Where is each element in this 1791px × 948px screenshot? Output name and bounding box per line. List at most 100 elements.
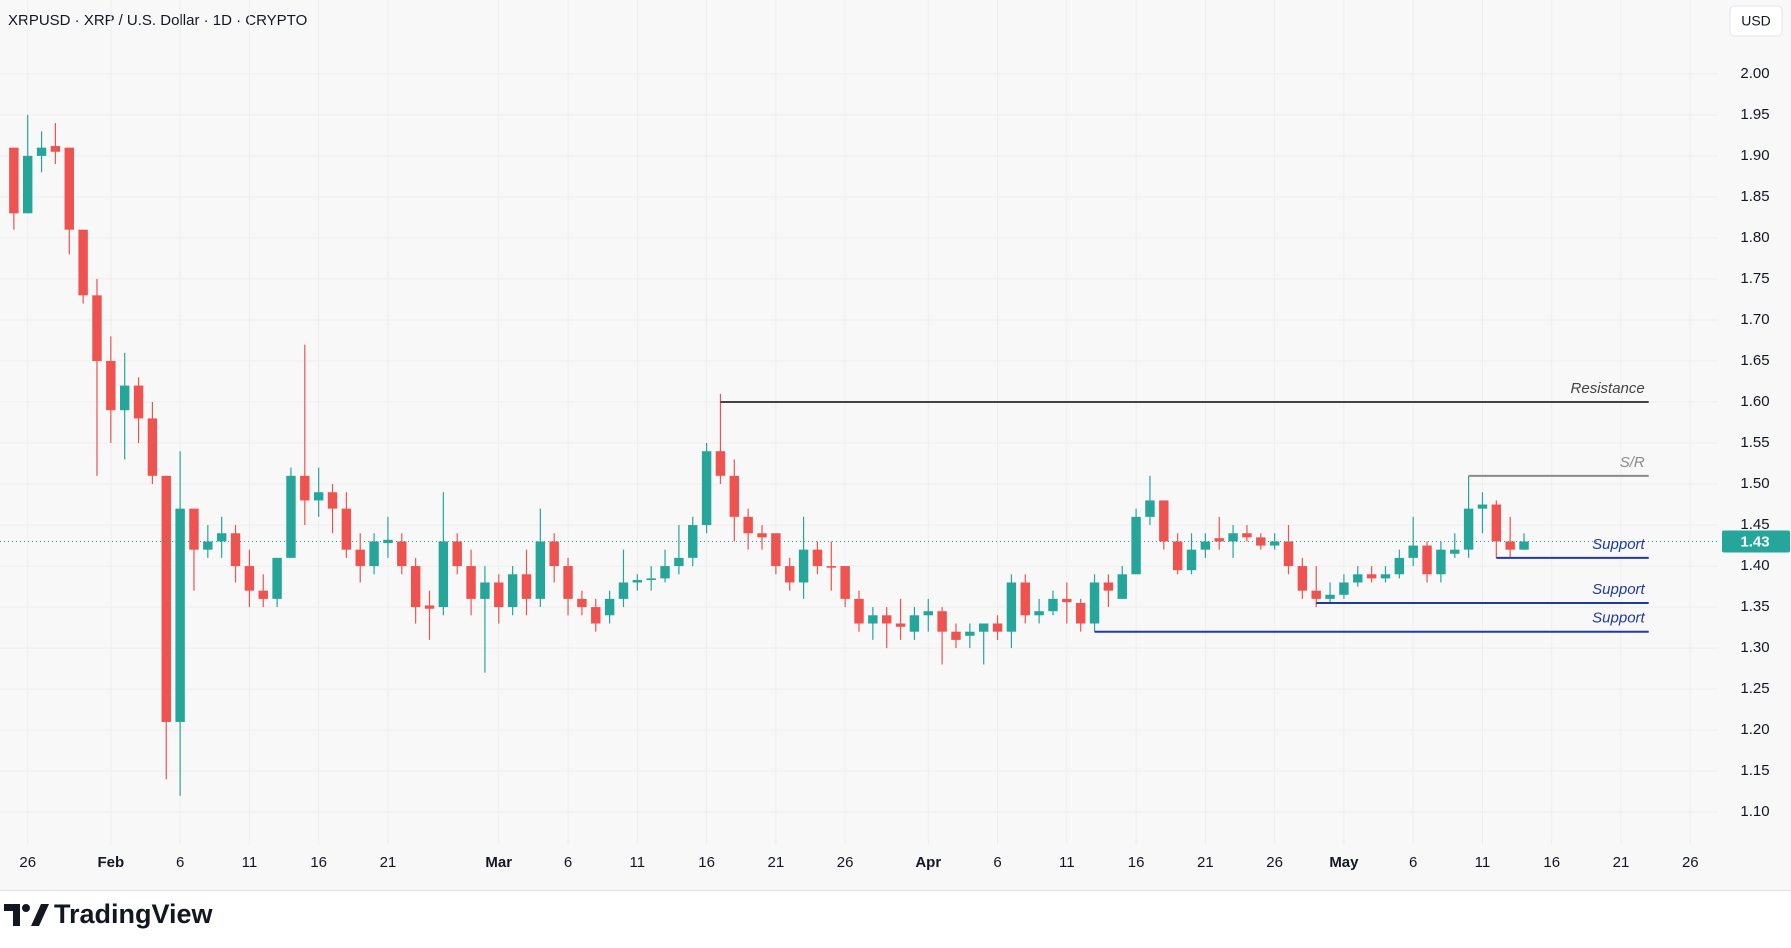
y-tick-label: 1.90 [1740, 147, 1769, 164]
currency-label[interactable]: USD [1741, 13, 1771, 29]
candle-body [1242, 533, 1252, 538]
y-tick-label: 1.10 [1740, 803, 1769, 820]
x-tick-label: 16 [310, 854, 327, 871]
candle-body [978, 623, 989, 632]
candle-body [1519, 541, 1529, 550]
candle-body [78, 229, 88, 296]
candle-body [9, 147, 19, 214]
y-tick-label: 1.80 [1740, 229, 1769, 246]
y-tick-label: 1.35 [1740, 598, 1769, 615]
candle-body [826, 566, 837, 568]
candle-body [327, 492, 338, 509]
candle-body [798, 549, 809, 583]
x-tick-label: 21 [768, 854, 785, 871]
candle-body [965, 631, 975, 636]
candle-body [785, 566, 795, 583]
candle-body [881, 615, 892, 624]
candle-body [203, 541, 213, 550]
candle-body [1103, 582, 1114, 591]
candle-body [452, 541, 462, 567]
candle-body [701, 451, 712, 526]
x-tick-label: 16 [698, 854, 715, 871]
brand-name: TradingView [54, 899, 214, 929]
candle-body [591, 607, 601, 624]
candle-body [1131, 516, 1141, 575]
candle-body [1048, 598, 1058, 612]
x-tick-label: 6 [993, 854, 1001, 871]
candle-body [1505, 541, 1515, 550]
x-tick-label: Feb [98, 854, 125, 871]
x-tick-label: 6 [564, 854, 572, 871]
candle-body [812, 549, 823, 567]
candle-body [1145, 500, 1155, 517]
candle-body [424, 605, 435, 609]
candle-body [244, 566, 255, 591]
x-tick-label: 26 [1266, 854, 1283, 871]
candle-body [646, 578, 656, 581]
candle-body [64, 147, 74, 230]
candle-body [369, 541, 379, 567]
candle-body [1353, 574, 1363, 583]
brand-logo [4, 904, 49, 926]
y-tick-label: 1.60 [1740, 393, 1769, 410]
candle-body [1380, 574, 1391, 579]
candle-body [466, 566, 476, 599]
candle-body [1075, 602, 1086, 624]
candle-body [1325, 594, 1335, 599]
candle-body [1200, 541, 1211, 550]
y-tick-label: 1.70 [1740, 311, 1769, 328]
x-tick-label: 6 [176, 854, 184, 871]
candle-body [119, 385, 130, 411]
y-tick-label: 1.50 [1740, 475, 1769, 492]
candle-body [189, 508, 199, 550]
candle-body [577, 598, 587, 608]
candle-body [216, 533, 227, 542]
annotation-label: Support [1592, 610, 1645, 627]
candle-body [507, 574, 518, 608]
x-tick-label: Apr [915, 854, 941, 871]
chart-title: XRPUSD · XRP / U.S. Dollar · 1D · CRYPTO [8, 12, 307, 29]
x-tick-label: 21 [1197, 854, 1214, 871]
candle-body [1089, 582, 1100, 624]
candle-body [743, 516, 753, 534]
candle-body [313, 492, 324, 501]
candle-body [563, 566, 573, 599]
y-tick-label: 1.30 [1740, 639, 1769, 656]
candle-body [50, 146, 61, 152]
annotation-label: Resistance [1571, 380, 1645, 397]
candle-body [438, 541, 449, 608]
candle-body [147, 418, 158, 476]
candle-body [480, 582, 490, 599]
candle-body [1186, 549, 1197, 571]
y-tick-label: 1.15 [1740, 762, 1769, 779]
candle-body [1422, 545, 1432, 575]
last-price-box [1722, 530, 1790, 553]
x-tick-label: 11 [1475, 854, 1491, 871]
y-tick-label: 1.95 [1740, 106, 1769, 123]
candle-body [1020, 582, 1030, 616]
candle-body [133, 385, 144, 419]
x-tick-label: 26 [837, 854, 854, 871]
candle-body [535, 541, 546, 599]
y-tick-label: 1.25 [1740, 680, 1769, 697]
candle-body [258, 590, 268, 599]
candle-body [909, 615, 920, 632]
candle-body [951, 631, 961, 640]
candle-body [383, 539, 393, 544]
candle-body [1491, 504, 1502, 542]
y-tick-label: 1.40 [1740, 557, 1769, 574]
candle-body [604, 598, 615, 616]
candle-body [341, 508, 352, 550]
x-tick-label: 21 [380, 854, 397, 871]
annotation-label: Support [1592, 536, 1645, 553]
candle-body [1159, 500, 1169, 542]
x-tick-label: 11 [630, 854, 646, 871]
y-tick-label: 1.65 [1740, 352, 1769, 369]
candle-body [1283, 541, 1294, 567]
candle-body [840, 566, 850, 599]
y-tick-label: 2.00 [1740, 65, 1769, 82]
chart-background [0, 0, 1791, 890]
currency-button[interactable] [1729, 5, 1783, 37]
candle-body [895, 623, 906, 627]
annotation-label: Support [1592, 581, 1645, 598]
